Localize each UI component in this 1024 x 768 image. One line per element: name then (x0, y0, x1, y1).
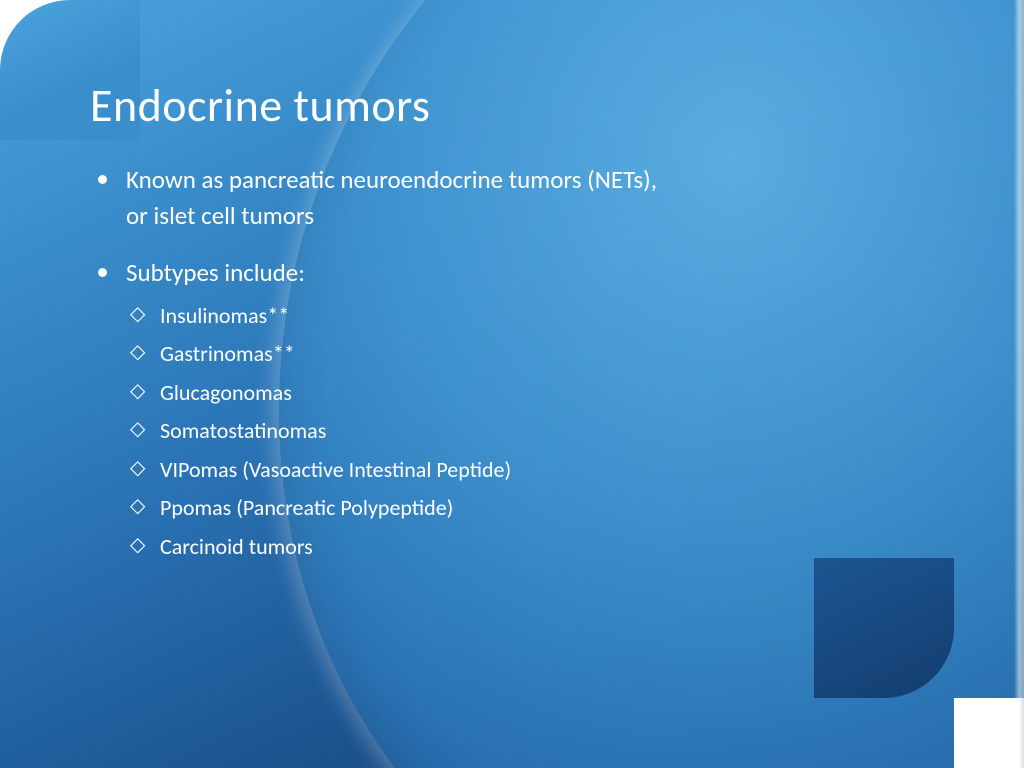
bullet-subline: or islet cell tumors (126, 198, 934, 234)
slide-title: Endocrine tumors (90, 78, 934, 134)
sub-bullet-item: Glucagonomas (130, 374, 934, 413)
sub-bullet-list: Insulinomas** Gastrinomas** Glucagonomas… (126, 297, 934, 567)
bullet-item: Known as pancreatic neuroendocrine tumor… (96, 162, 934, 235)
slide: Endocrine tumors Known as pancreatic neu… (0, 0, 1024, 768)
sub-bullet-item: Insulinomas** (130, 297, 934, 336)
sub-bullet-item: VIPomas (Vasoactive Intestinal Peptide) (130, 451, 934, 490)
bullet-list: Known as pancreatic neuroendocrine tumor… (90, 162, 934, 566)
sub-bullet-item: Carcinoid tumors (130, 528, 934, 567)
bullet-item: Subtypes include: Insulinomas** Gastrino… (96, 255, 934, 567)
slide-content: Endocrine tumors Known as pancreatic neu… (0, 0, 1024, 768)
bullet-text: Subtypes include: (126, 257, 305, 288)
sub-bullet-item: Somatostatinomas (130, 412, 934, 451)
sub-bullet-item: Ppomas (Pancreatic Polypeptide) (130, 489, 934, 528)
bullet-text: Known as pancreatic neuroendocrine tumor… (126, 164, 657, 195)
sub-bullet-item: Gastrinomas** (130, 335, 934, 374)
